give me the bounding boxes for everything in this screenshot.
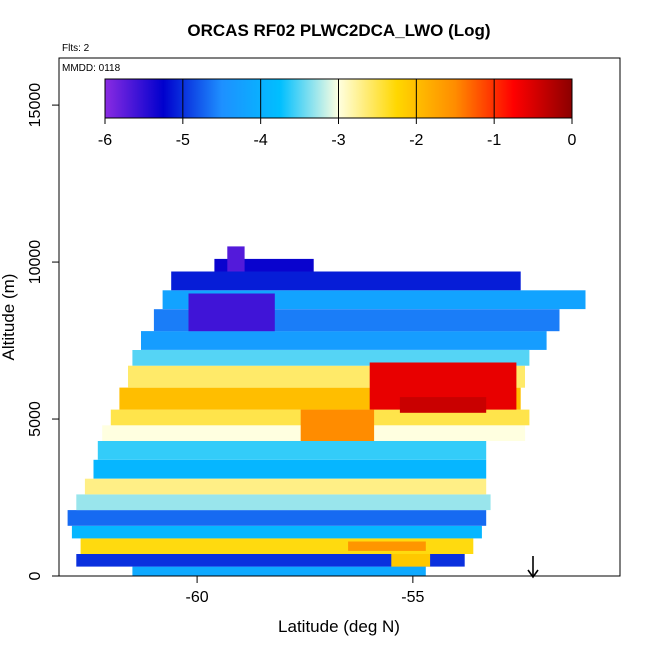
heatmap-band xyxy=(84,478,487,495)
plot-area xyxy=(58,57,621,577)
colorbar-tick-label: -1 xyxy=(487,132,501,149)
heatmap-band xyxy=(67,510,487,526)
mmdd-label: MMDD: 0118 xyxy=(62,63,121,74)
y-tick-label: 10000 xyxy=(27,240,44,285)
chart-title: ORCAS RF02 PLWC2DCA_LWO (Log) xyxy=(187,21,490,40)
y-tick-label: 5000 xyxy=(27,401,44,437)
heatmap-band xyxy=(171,271,521,291)
colorbar-tick-label: -3 xyxy=(331,132,345,149)
heatmap-hotspot xyxy=(399,397,487,413)
heatmap-hotspot xyxy=(227,246,245,272)
heatmap-band xyxy=(93,459,487,479)
heatmap-band xyxy=(71,525,482,539)
y-axis: 0 5000 10000 15000 xyxy=(27,83,59,580)
heatmap-band xyxy=(141,331,547,350)
heatmap-band xyxy=(76,494,491,511)
colorbar-tick-label: -5 xyxy=(176,132,190,149)
x-axis-label: Latitude (deg N) xyxy=(278,617,400,636)
colorbar-ticks: -6 -5 -4 -3 -2 -1 0 xyxy=(98,79,577,149)
y-axis-label: Altitude (m) xyxy=(0,274,18,361)
heatmap-hotspot xyxy=(348,541,426,551)
colorbar-tick-label: -4 xyxy=(254,132,268,149)
plot-frame xyxy=(58,57,621,577)
y-tick-label: 15000 xyxy=(27,83,44,128)
heatmap-band xyxy=(132,566,426,576)
heatmap-band xyxy=(132,350,530,366)
x-tick-label: -55 xyxy=(401,589,424,606)
down-arrow-icon xyxy=(527,556,539,579)
colorbar: -6 -5 -4 -3 -2 -1 0 xyxy=(98,78,577,149)
heatmap-band xyxy=(97,441,487,460)
heatmap-band xyxy=(76,554,465,567)
x-tick-label: -60 xyxy=(186,589,209,606)
y-tick-label: 0 xyxy=(27,571,44,580)
x-axis: -60 -55 xyxy=(186,576,425,606)
heatmap-hotspot xyxy=(188,293,275,332)
colorbar-tick-label: -6 xyxy=(98,132,112,149)
flights-label: Flts: 2 xyxy=(62,43,90,54)
heatmap-hotspot xyxy=(300,409,375,441)
colorbar-tick-label: -2 xyxy=(409,132,423,149)
heatmap-hotspot xyxy=(391,554,431,567)
heatmap-cells xyxy=(67,246,586,576)
colorbar-tick-label: 0 xyxy=(568,132,577,149)
